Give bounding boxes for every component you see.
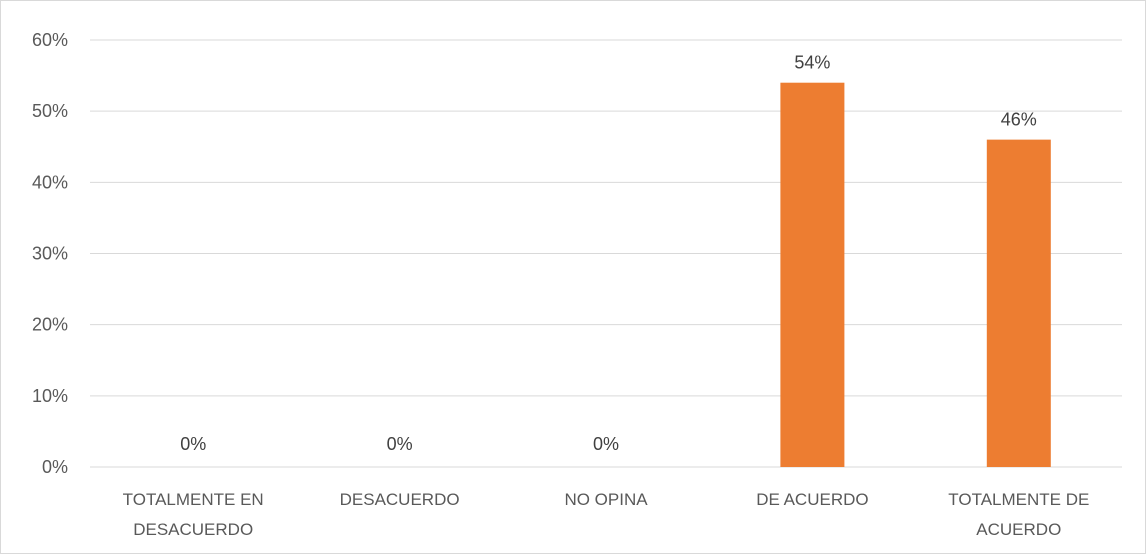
data-label: 0%: [387, 434, 413, 454]
category-label: DE ACUERDO: [756, 490, 868, 509]
bars: [780, 82, 1051, 467]
data-labels: 0% 0% 0% 54% 46%: [180, 53, 1037, 454]
y-tick-label: 40%: [32, 172, 68, 192]
y-axis: 0% 10% 20% 30% 40% 50% 60%: [32, 30, 68, 477]
x-axis: TOTALMENTE EN DESACUERDO DESACUERDO NO OPIN…: [123, 490, 1090, 539]
category-label: TOTALMENTE EN DESACUERDO: [123, 490, 264, 539]
y-tick-label: 20%: [32, 315, 68, 335]
bar: [780, 82, 845, 467]
category-label: NO OPINA: [564, 490, 648, 509]
data-label: 46%: [1001, 110, 1037, 130]
y-tick-label: 30%: [32, 244, 68, 264]
y-tick-label: 0%: [42, 457, 68, 477]
data-label: 54%: [794, 53, 830, 73]
bar: [986, 139, 1051, 467]
category-label: TOTALMENTE DE ACUERDO: [948, 490, 1089, 539]
data-label: 0%: [180, 434, 206, 454]
gridlines: [90, 39, 1122, 468]
y-tick-label: 60%: [32, 30, 68, 50]
y-tick-label: 10%: [32, 386, 68, 406]
category-label: DESACUERDO: [340, 490, 460, 509]
data-label: 0%: [593, 434, 619, 454]
y-tick-label: 50%: [32, 101, 68, 121]
